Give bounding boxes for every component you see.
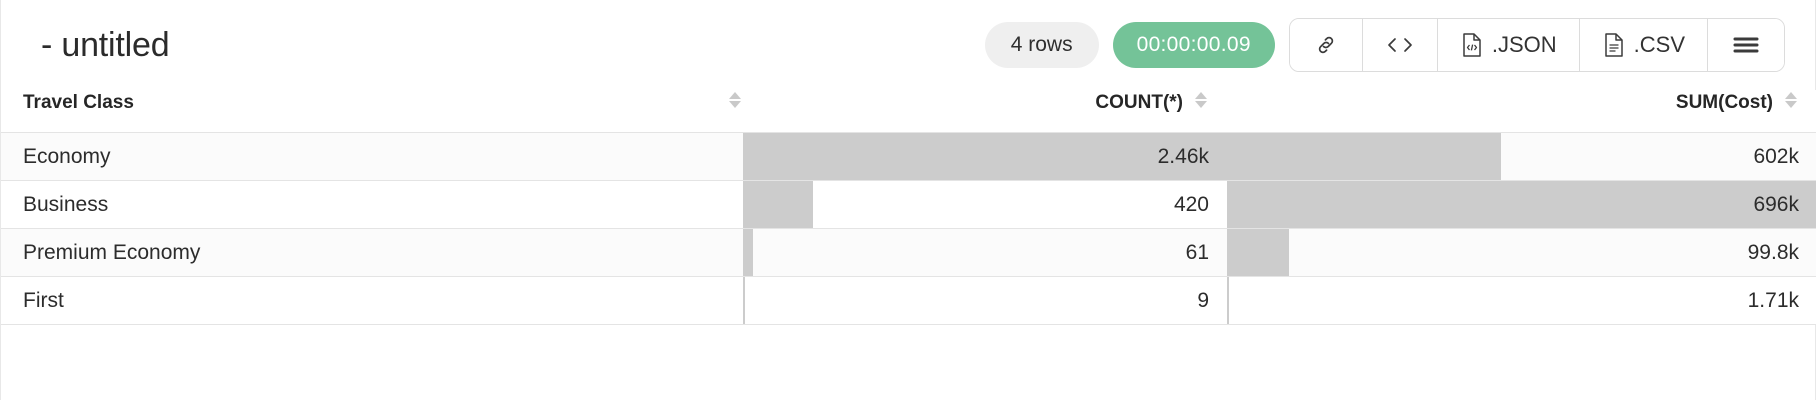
column-header-travel-class[interactable]: Travel Class xyxy=(1,90,743,133)
csv-file-icon xyxy=(1602,32,1626,58)
row-count-badge: 4 rows xyxy=(984,22,1099,68)
cell-travel-class: First xyxy=(1,276,743,325)
cell-sum-text: 99.8k xyxy=(1747,240,1799,264)
code-icon xyxy=(1387,34,1413,56)
column-header-count[interactable]: COUNT(*) xyxy=(743,90,1227,133)
sort-icon[interactable] xyxy=(1783,90,1799,116)
column-header-count-label: COUNT(*) xyxy=(1095,92,1183,113)
cell-sum-text: 602k xyxy=(1753,144,1799,168)
link-icon xyxy=(1314,33,1338,57)
cell-count-text: 9 xyxy=(1197,288,1209,312)
table-body: Economy 2.46k 602k Business 420 xyxy=(1,132,1816,325)
cell-travel-class: Premium Economy xyxy=(1,228,743,277)
embed-code-button[interactable] xyxy=(1362,19,1438,71)
count-bar xyxy=(743,133,1227,180)
sum-bar xyxy=(1227,133,1502,180)
cell-sum: 696k xyxy=(1227,180,1816,229)
table-row[interactable]: Premium Economy 61 99.8k xyxy=(1,228,1816,277)
download-csv-label: .CSV xyxy=(1633,32,1685,57)
sum-bar xyxy=(1227,229,1289,276)
cell-count: 2.46k xyxy=(743,132,1227,181)
cell-count: 9 xyxy=(743,276,1227,325)
table-header-row: Travel Class COUNT(*) xyxy=(1,90,1816,133)
results-header: - untitled 4 rows 00:00:00.09 xyxy=(1,0,1815,90)
sum-bar xyxy=(1227,181,1816,228)
count-bar xyxy=(743,229,754,276)
sort-icon[interactable] xyxy=(1193,90,1209,116)
cell-sum: 1.71k xyxy=(1227,276,1816,325)
more-menu-button[interactable] xyxy=(1708,19,1784,71)
count-bar xyxy=(743,181,814,228)
cell-sum: 602k xyxy=(1227,132,1816,181)
sum-bar xyxy=(1227,277,1229,324)
download-csv-button[interactable]: .CSV xyxy=(1579,19,1708,71)
page-title: - untitled xyxy=(41,25,170,64)
share-link-button[interactable] xyxy=(1289,19,1363,71)
header-actions: 4 rows 00:00:00.09 xyxy=(984,18,1785,72)
column-header-sum-label: SUM(Cost) xyxy=(1675,92,1773,113)
cell-travel-class-text: First xyxy=(23,288,64,312)
table-row[interactable]: First 9 1.71k xyxy=(1,276,1816,325)
sort-icon[interactable] xyxy=(727,90,743,116)
cell-sum: 99.8k xyxy=(1227,228,1816,277)
query-duration-badge: 00:00:00.09 xyxy=(1112,22,1275,68)
download-json-label: .JSON xyxy=(1491,32,1557,57)
count-bar xyxy=(743,277,745,324)
cell-count-text: 61 xyxy=(1185,240,1209,264)
json-file-icon xyxy=(1460,32,1484,58)
cell-sum-text: 696k xyxy=(1753,192,1799,216)
column-header-sum[interactable]: SUM(Cost) xyxy=(1227,90,1816,133)
table-row[interactable]: Economy 2.46k 602k xyxy=(1,132,1816,181)
cell-travel-class-text: Premium Economy xyxy=(23,240,201,264)
cell-sum-text: 1.71k xyxy=(1747,288,1799,312)
cell-travel-class: Business xyxy=(1,180,743,229)
export-button-group: .JSON .CSV xyxy=(1288,18,1785,72)
cell-travel-class-text: Business xyxy=(23,192,109,216)
cell-count: 61 xyxy=(743,228,1227,277)
cell-count: 420 xyxy=(743,180,1227,229)
hamburger-icon xyxy=(1732,35,1760,55)
download-json-button[interactable]: .JSON xyxy=(1437,19,1580,71)
cell-travel-class-text: Economy xyxy=(23,144,111,168)
results-table: Travel Class COUNT(*) xyxy=(1,90,1816,325)
cell-count-text: 2.46k xyxy=(1157,144,1209,168)
column-header-travel-class-label: Travel Class xyxy=(23,92,134,113)
table-row[interactable]: Business 420 696k xyxy=(1,180,1816,229)
cell-count-text: 420 xyxy=(1173,192,1209,216)
cell-travel-class: Economy xyxy=(1,132,743,181)
